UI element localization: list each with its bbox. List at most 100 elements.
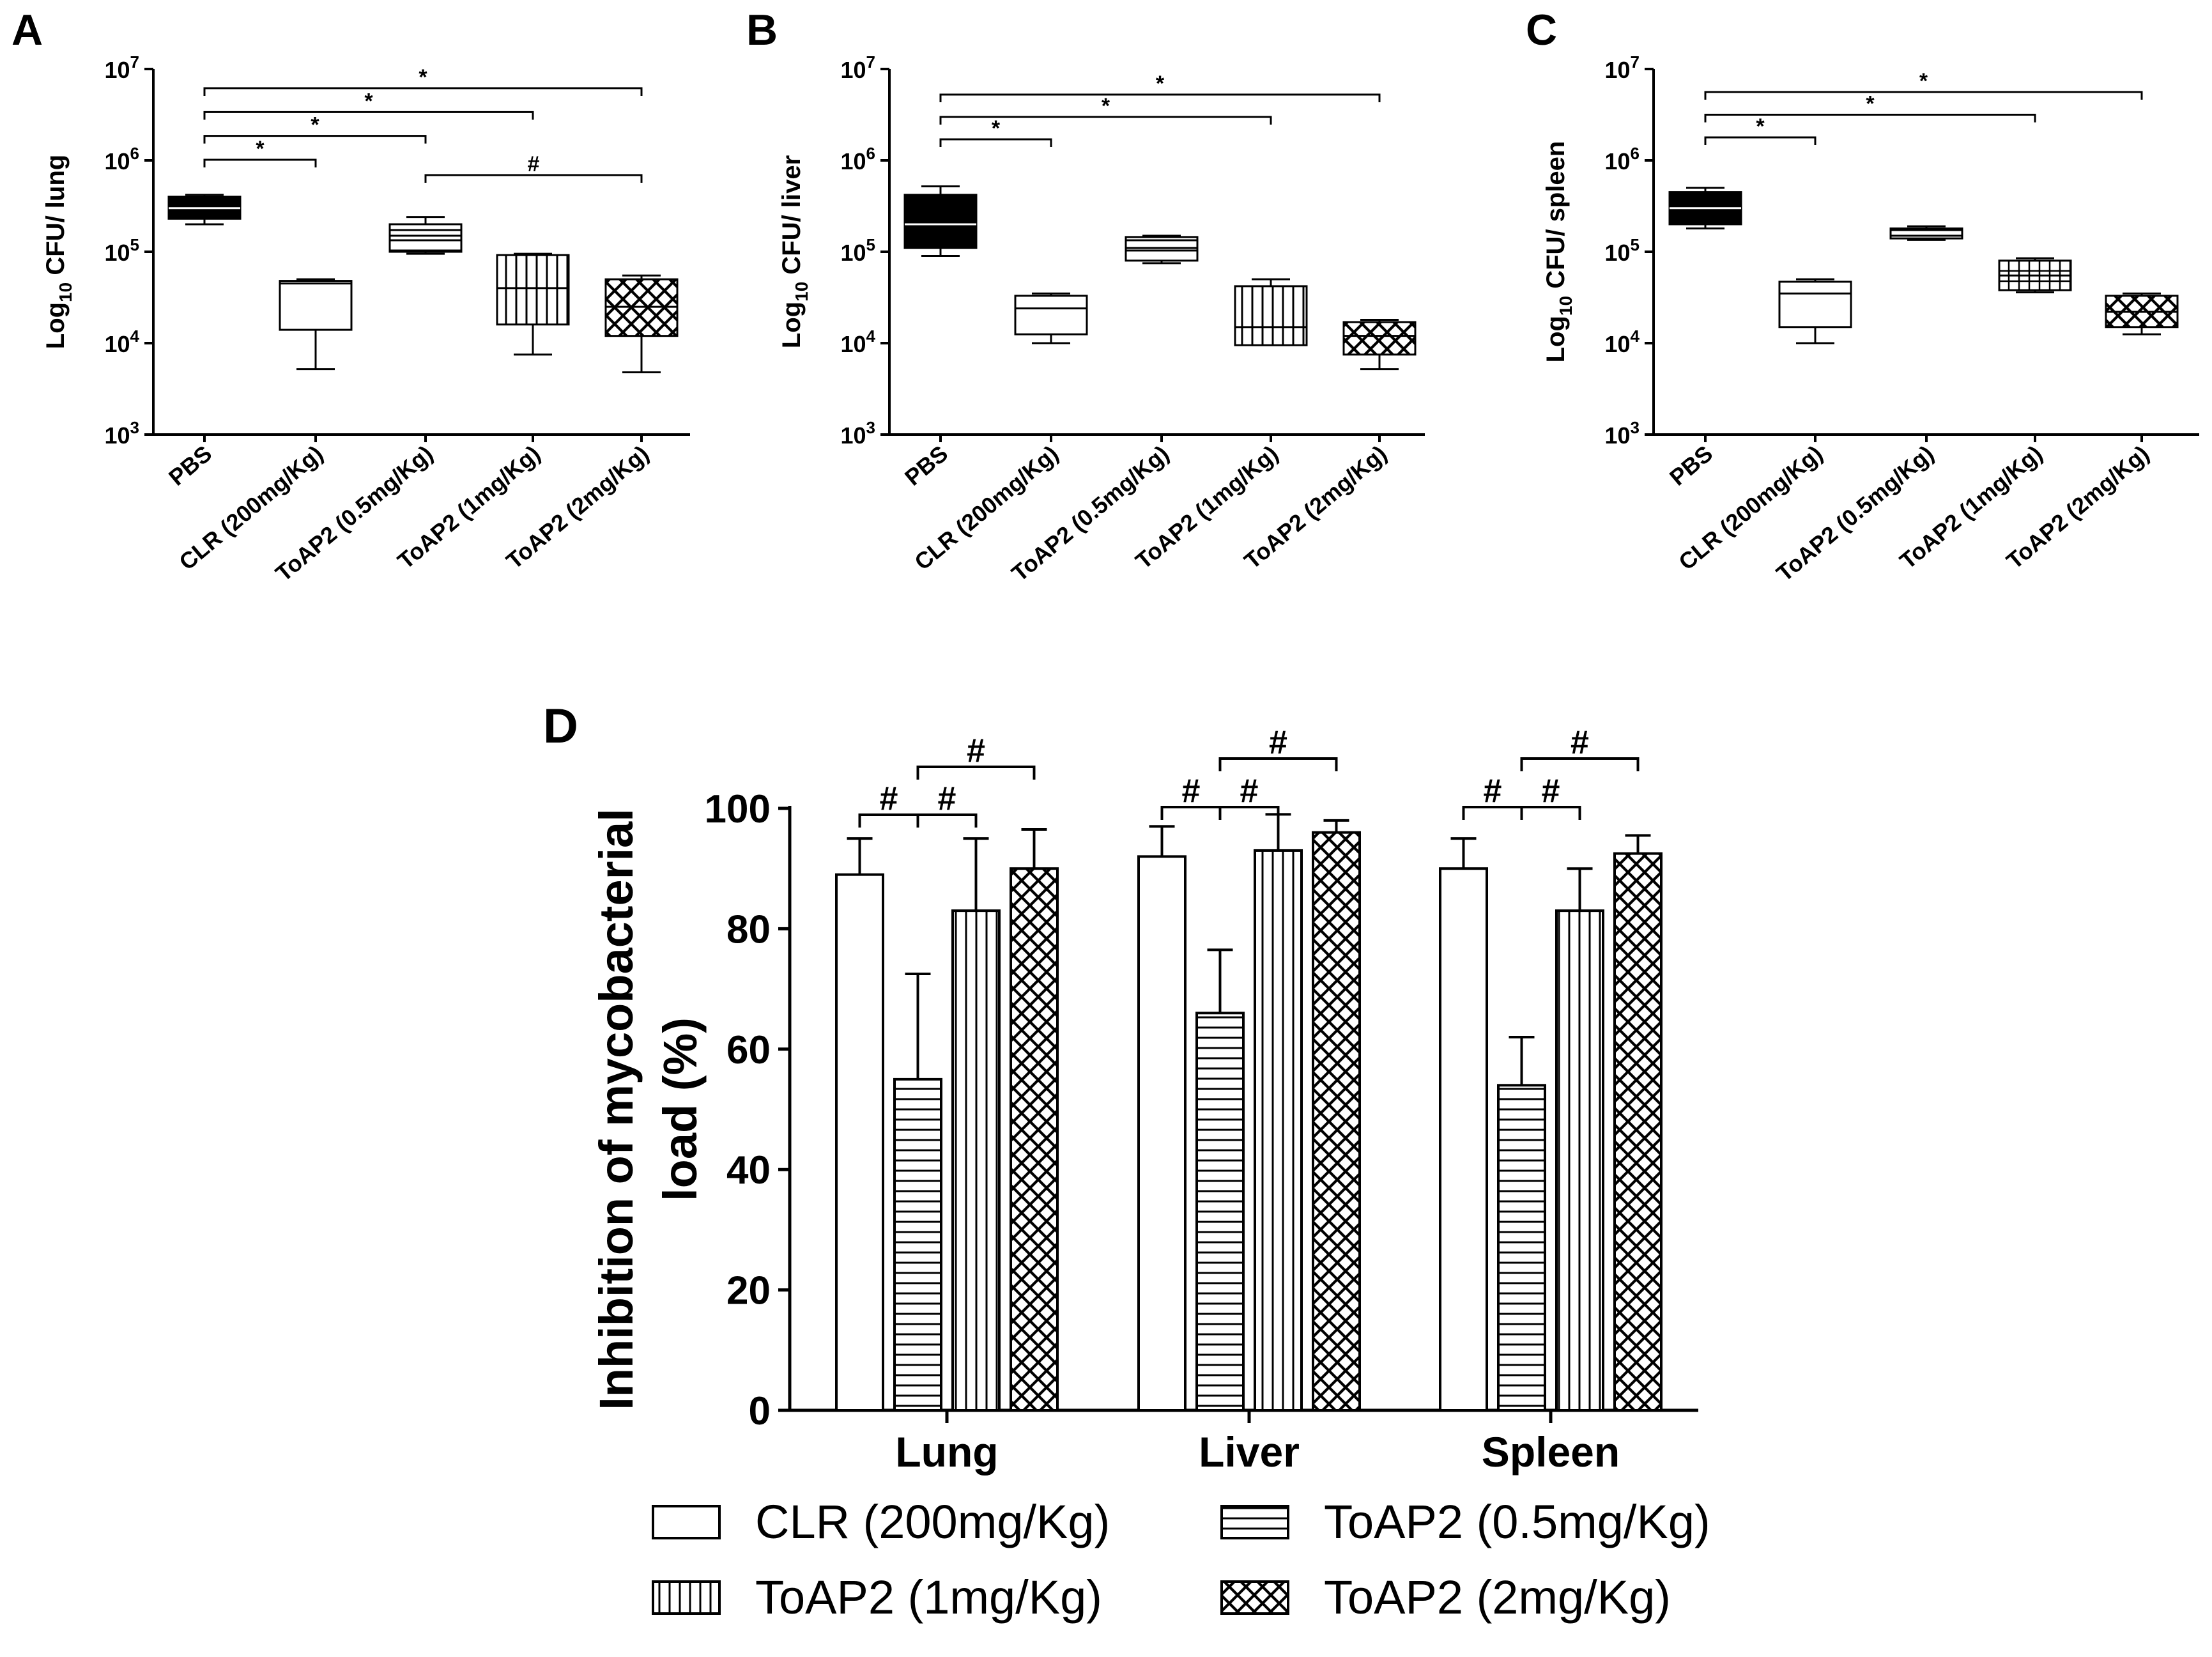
legend-swatch [1220, 1580, 1289, 1615]
significance-label: # [1484, 773, 1502, 810]
y-tick-exponent: 4 [1631, 327, 1640, 346]
y-tick-exponent: 6 [1631, 144, 1640, 163]
x-tick-label: Lung [895, 1428, 998, 1476]
y-tick-label: 107 [104, 52, 139, 83]
significance-bracket [939, 93, 1381, 102]
x-tick-label: PBS [1664, 440, 1717, 491]
significance-label: # [1571, 724, 1589, 761]
bar-spleen-3 [1613, 852, 1663, 1412]
y-axis-title: Log10 CFU/ lung [42, 155, 75, 349]
bar-spleen-1 [1497, 1084, 1546, 1412]
bar-lung-2 [951, 909, 1001, 1412]
box-pbs [903, 194, 978, 249]
y-tick-label: 0 [749, 1389, 771, 1433]
y-tick-base: 10 [104, 422, 130, 449]
significance-label: * [992, 116, 1001, 141]
significance-label: # [528, 152, 540, 176]
box-clr [279, 280, 353, 331]
significance-label: # [967, 732, 985, 769]
significance-bracket [1704, 136, 1816, 145]
y-tick-exponent: 7 [866, 52, 875, 72]
significance-bracket [1520, 806, 1581, 820]
y-tick-base: 10 [1604, 240, 1630, 266]
y-tick-exponent: 5 [130, 235, 139, 254]
box-toap2 [1889, 227, 1963, 240]
significance-label: * [311, 113, 319, 137]
bar-liver-1 [1195, 1012, 1245, 1412]
y-axis-title-line2: load (%) [654, 1017, 707, 1201]
y-tick-label: 106 [104, 144, 139, 174]
panel-label-d: D [543, 699, 578, 753]
significance-label: * [1156, 72, 1165, 96]
significance-label: * [1919, 69, 1928, 93]
bar-spleen-2 [1555, 909, 1604, 1412]
y-axis-title-part: Log [778, 302, 806, 348]
bar-lung-0 [835, 873, 884, 1412]
y-tick-label: 100 [705, 787, 771, 831]
significance-label: * [1102, 94, 1110, 118]
panel-label-c: C [1526, 6, 1557, 54]
significance-bracket [203, 158, 317, 167]
y-axis-title-line1: Inhibition of mycobacterial [590, 808, 643, 1410]
y-axis-title-part: CFU/ lung [42, 155, 70, 282]
y-tick-exponent: 3 [1631, 418, 1640, 437]
y-tick-exponent: 4 [866, 327, 876, 346]
y-tick-exponent: 6 [130, 144, 139, 163]
significance-bracket [1218, 806, 1280, 820]
legend-swatch [1220, 1505, 1289, 1539]
bar-lung-1 [893, 1077, 942, 1412]
bar-liver-0 [1137, 855, 1187, 1412]
y-tick-exponent: 5 [866, 235, 875, 254]
legend-swatch [652, 1505, 721, 1539]
box-clr [1778, 281, 1852, 328]
significance-label: # [880, 780, 898, 817]
y-tick-base: 10 [104, 57, 130, 83]
box-toap2 [1234, 285, 1308, 346]
bar-liver-2 [1254, 849, 1303, 1412]
y-tick-base: 10 [1604, 331, 1630, 357]
y-axis-title-part: 10 [1556, 296, 1576, 316]
y-tick-label: 107 [1604, 52, 1640, 83]
legend-label: ToAP2 (2mg/Kg) [1324, 1571, 1671, 1624]
y-tick-base: 10 [1604, 148, 1630, 174]
panel-label-a: A [12, 6, 43, 54]
box-clr [1014, 295, 1088, 335]
y-tick-exponent: 3 [130, 418, 139, 437]
x-tick-label: Spleen [1482, 1428, 1620, 1476]
significance-label: # [938, 780, 956, 817]
y-axis-title-part: Log [42, 302, 70, 349]
significance-label: * [419, 65, 427, 89]
y-tick-label: 104 [104, 327, 139, 357]
y-tick-label: 105 [840, 235, 875, 266]
significance-label: # [1182, 773, 1201, 810]
significance-label: * [1756, 114, 1765, 139]
y-tick-exponent: 5 [1631, 235, 1640, 254]
y-tick-base: 10 [104, 148, 130, 174]
y-tick-base: 10 [104, 331, 130, 357]
y-tick-label: 106 [1604, 144, 1640, 174]
y-tick-base: 10 [104, 240, 130, 266]
significance-bracket [203, 111, 534, 120]
significance-bracket [916, 766, 1036, 780]
y-tick-exponent: 7 [1631, 52, 1640, 72]
y-tick-label: 60 [726, 1028, 771, 1072]
significance-bracket [203, 135, 427, 144]
y-tick-label: 80 [726, 907, 771, 952]
y-axis-title-part: CFU/ liver [778, 155, 806, 282]
bar-chart-inhibition: 0 20 40 60 80 100 Inhibition of mycobacterial l… [590, 724, 1698, 1476]
y-tick-label: 107 [840, 52, 875, 83]
y-tick-base: 10 [840, 422, 866, 449]
significance-label: * [1866, 92, 1875, 116]
x-tick-label: PBS [164, 440, 217, 491]
significance-bracket [916, 813, 978, 828]
y-tick-label: 103 [104, 418, 139, 449]
significance-bracket [1520, 757, 1640, 771]
y-tick-label: 20 [726, 1269, 771, 1313]
bar-lung-3 [1010, 867, 1059, 1412]
y-tick-base: 10 [840, 57, 866, 83]
y-tick-label: 103 [1604, 418, 1640, 449]
legend-label: CLR (200mg/Kg) [755, 1495, 1110, 1548]
significance-label: * [256, 137, 265, 161]
